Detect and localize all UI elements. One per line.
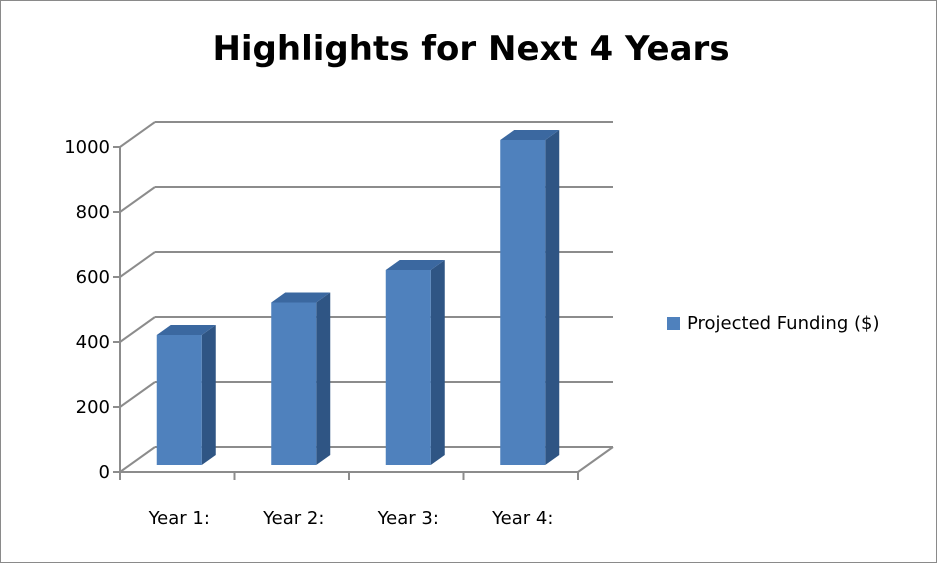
legend: Projected Funding ($): [667, 313, 879, 334]
bar-0: [156, 335, 202, 465]
bar-top-0: [156, 325, 216, 335]
x-category-label-1: Year 2:: [262, 508, 324, 529]
bar-side-1: [316, 292, 331, 465]
floor-edge: [577, 446, 614, 473]
bar-3: [500, 140, 546, 465]
bar-side-0: [201, 325, 216, 465]
bar-2: [385, 270, 431, 465]
y-tick-label-4: 800: [76, 202, 110, 223]
bar-top-1: [271, 292, 331, 303]
y-tick-label-0: 0: [99, 462, 110, 483]
gridline-diag-4: [119, 186, 156, 213]
gridline-diag-2: [119, 316, 156, 343]
x-category-label-0: Year 1:: [148, 508, 210, 529]
bar-1: [271, 302, 317, 465]
gridline-diag-5: [119, 121, 156, 148]
x-category-label-2: Year 3:: [377, 508, 439, 529]
gridline-diag-3: [119, 251, 156, 278]
bar-top-2: [385, 260, 445, 270]
x-category-label-3: Year 4:: [491, 508, 553, 529]
y-tick-label-1: 200: [76, 397, 110, 418]
y-tick-label-3: 600: [76, 267, 110, 288]
bar-side-3: [545, 130, 560, 465]
y-tick-label-5: 1000: [64, 137, 110, 158]
y-tick-label-2: 400: [76, 332, 110, 353]
gridline-diag-0: [119, 446, 156, 473]
bar-side-2: [430, 260, 445, 465]
legend-label: Projected Funding ($): [687, 313, 880, 334]
legend-swatch: [667, 317, 680, 330]
gridline-diag-1: [119, 381, 156, 408]
chart-title: Highlights for Next 4 Years: [212, 29, 730, 69]
bar-top-3: [500, 130, 560, 140]
